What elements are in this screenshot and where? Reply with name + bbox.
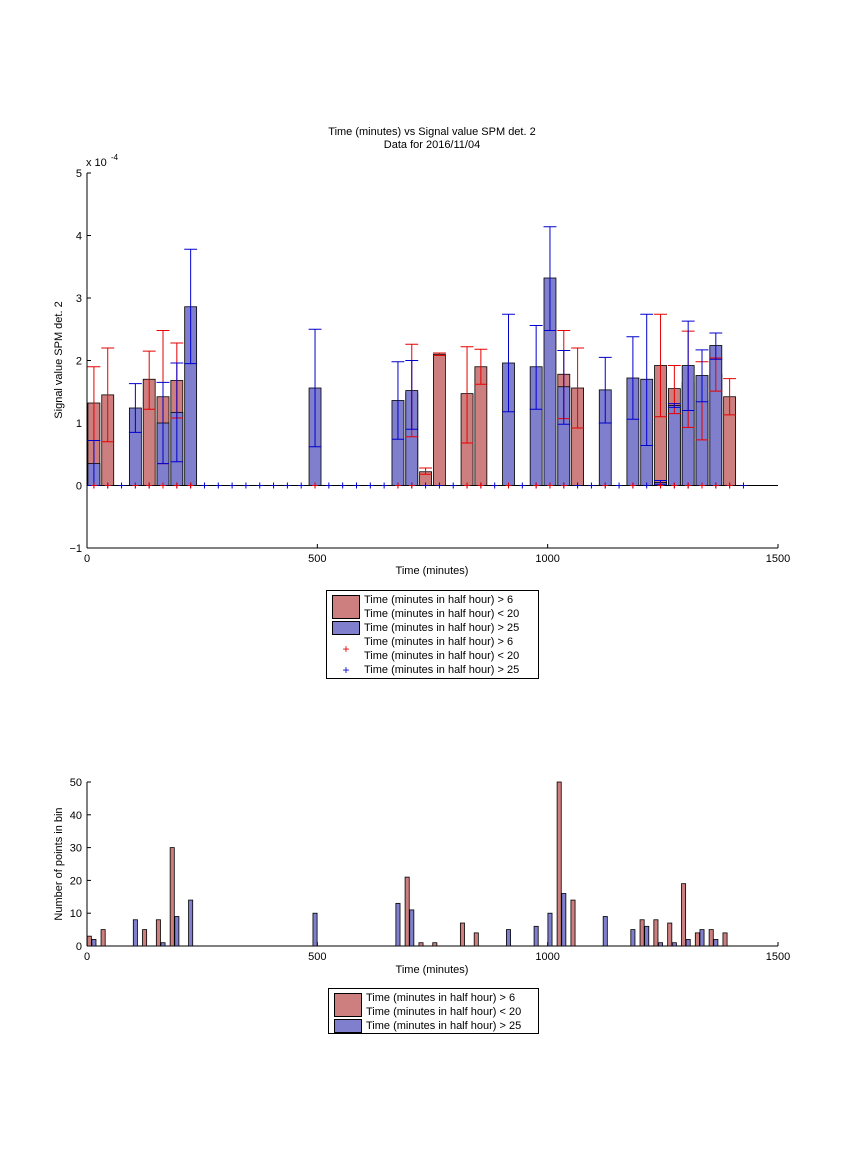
chart2-ytick-label: 10 [70,908,82,920]
legend-marker-blue-plus: + [342,663,350,677]
chart1-ytick-label: 2 [76,356,82,368]
chart1-xtick-label: 0 [84,553,90,565]
chart1-ytick-label: 1 [76,418,82,430]
hist-bar-red [459,922,465,947]
chart1-ytick-label: 4 [76,231,82,243]
chart2-ytick-label: 20 [70,875,82,887]
hist-bar-red [722,932,728,947]
legend2-label-3: Time (minutes in half hour) > 25 [366,1020,522,1032]
chart1-ylabel: Signal value SPM det. 2 [53,301,65,418]
legend1-label-1: Time (minutes in half hour) > 6 [364,594,514,606]
hist-bar-red [100,929,106,947]
hist-bar-blue [395,902,401,947]
chart1-title: Time (minutes) vs Signal value SPM det. … [328,126,535,138]
chart2-xtick-label: 1000 [535,951,559,963]
hist-bar-blue [644,925,650,947]
hist-bar-red [473,932,479,947]
hist-bar-red [142,929,148,947]
hist-bar-blue [630,929,636,947]
hist-bar-red [418,942,424,947]
hist-bar-red [653,919,659,947]
chart2-ytick-label: 0 [76,941,82,953]
chart2-ytick-label: 40 [70,810,82,822]
hist-bar-blue [506,929,511,947]
legend2-label-1: Time (minutes in half hour) > 6 [366,992,516,1004]
hist-bar-blue [174,916,180,947]
hist-bar-blue [547,912,553,947]
hist-bar-red [667,922,673,947]
chart1-xtick-label: 1000 [535,553,559,565]
hist-bar-blue [132,919,138,947]
legend2-row-red-bar: Time (minutes in half hour) > 6 [329,991,538,1017]
chart1-ytick-label: −1 [69,543,82,555]
chart2-xtick-label: 0 [84,951,90,963]
chart2-xlabel: Time (minutes) [396,964,469,976]
legend1-row-5: + Time (minutes in half hour) < 20 [327,642,538,663]
chart1-y-multiplier-exp: -4 [111,153,119,162]
hist-bar-red [708,929,714,947]
chart1-subtitle: Data for 2016/11/04 [384,139,480,151]
chart1-ytick-label: 0 [76,481,82,493]
legend2-row-2: Time (minutes in half hour) < 20 [329,1005,538,1019]
hist-bar-red [556,781,562,947]
legend1-row-blue-bar: Time (minutes in half hour) > 25 [327,621,538,635]
chart1-legend: Time (minutes in half hour) > 6 Time (mi… [326,590,539,679]
chart1-xlabel: Time (minutes) [396,565,469,577]
legend1-label-2: Time (minutes in half hour) < 20 [364,608,520,620]
bar-blue [667,405,681,486]
hist-bar-red [404,876,410,947]
legend-swatch-red [332,595,360,619]
bar-red [433,353,446,486]
hist-bar-red [694,932,700,947]
chart1-y-multiplier: x 10 [86,157,107,169]
hist-bar-blue [188,899,194,947]
legend2-swatch-blue [334,1019,362,1033]
chart1-ytick-label: 3 [76,293,82,305]
legend1-label-4: Time (minutes in half hour) > 6 [364,636,514,648]
legend-marker-red-plus: + [342,642,350,656]
legend1-label-3: Time (minutes in half hour) > 25 [364,622,520,634]
hist-bar-blue [671,942,677,947]
chart1-xtick-label: 500 [308,553,326,565]
hist-bar-red [86,935,92,947]
legend2-swatch-red [334,993,362,1017]
chart2-ytick-label: 50 [70,777,82,789]
chart1-ytick-label: 5 [76,168,82,180]
chart2-xtick-label: 1500 [766,951,790,963]
chart2-xtick-label: 500 [308,951,326,963]
legend1-row-2: Time (minutes in half hour) < 20 [327,607,538,621]
chart2-legend: Time (minutes in half hour) > 6 Time (mi… [328,988,539,1034]
hist-bar-blue [160,942,166,947]
legend1-label-6: Time (minutes in half hour) > 25 [364,664,520,676]
hist-bar-blue [685,939,691,947]
hist-bar-blue [91,939,97,947]
legend2-row-blue-bar: Time (minutes in half hour) > 25 [329,1019,538,1033]
hist-bar-red [639,919,645,947]
hist-bar-red [570,899,576,947]
hist-bar-red [681,883,687,947]
chart1-xtick-label: 1500 [766,553,790,565]
hist-bar-blue [409,909,415,947]
hist-bar-blue [713,939,719,947]
legend1-label-5: Time (minutes in half hour) < 20 [364,650,520,662]
legend1-row-blue-marker: + Time (minutes in half hour) > 25 [327,663,538,677]
hist-bar-red [155,919,161,947]
hist-bar-blue [533,925,539,947]
legend-swatch-blue [332,621,360,635]
legend1-row-red-marker: Time (minutes in half hour) > 6 [327,635,538,649]
hist-bar-blue [602,916,608,947]
chart2-ytick-label: 30 [70,843,82,855]
hist-bar-blue [699,929,705,947]
hist-bar-blue [312,912,318,947]
hist-bar-red [169,847,175,947]
legend1-row-red-bar: Time (minutes in half hour) > 6 [327,593,538,619]
hist-bar-blue [561,893,567,947]
legend2-label-2: Time (minutes in half hour) < 20 [366,1006,522,1018]
chart2-ylabel: Number of points in bin [53,807,65,920]
hist-bar-red [432,942,438,947]
hist-bar-blue [658,942,664,947]
